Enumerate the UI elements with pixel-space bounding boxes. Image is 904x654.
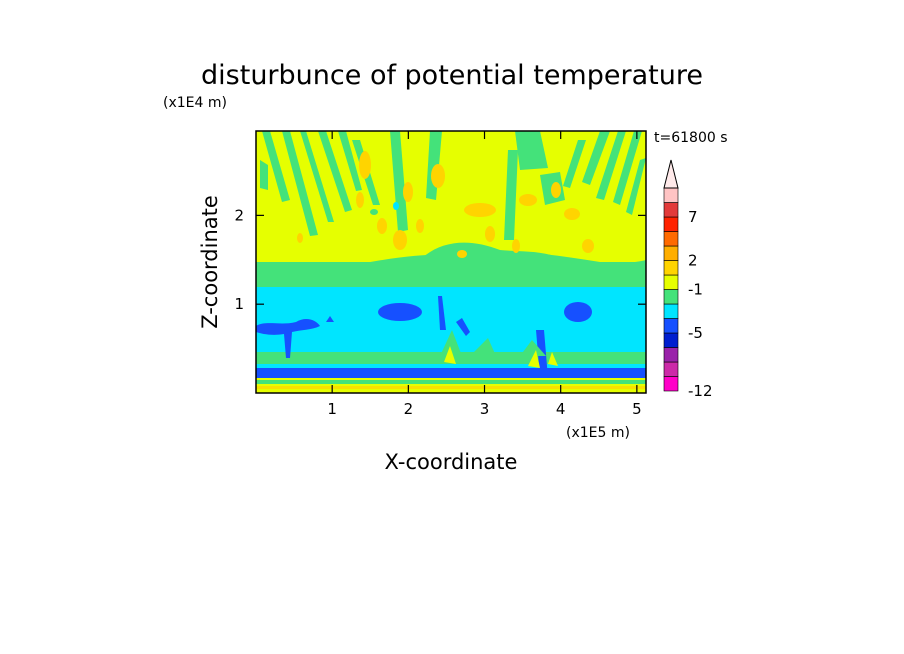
chart-title: disturbunce of potential temperature	[201, 60, 703, 91]
colorbar-extend-arrow	[663, 159, 679, 189]
x-axis-label: X-coordinate	[385, 450, 518, 474]
upper-left-streaks	[260, 131, 380, 236]
x-unit-label: (x1E5 m)	[566, 425, 630, 441]
colorbar-tick-label: -5	[688, 324, 703, 342]
x-tick-label: 1	[327, 400, 337, 418]
surface-green-strip	[256, 380, 646, 384]
colorbar-swatch	[663, 274, 679, 290]
y-tick-label: 1	[234, 295, 244, 313]
colorbar-swatch	[663, 318, 679, 334]
y-axis-label: Z-coordinate	[198, 195, 222, 329]
colorbar-swatch	[663, 231, 679, 247]
colorbar-swatch	[663, 376, 679, 392]
colorbar-swatch	[663, 260, 679, 276]
x-tick-label: 3	[480, 400, 490, 418]
surface-blue-layer	[256, 368, 646, 378]
lower-yellow-flecks	[444, 346, 558, 368]
colorbar-swatch	[663, 361, 679, 377]
surface-orange-flecks	[256, 386, 646, 389]
y-axis-ticks: 12	[234, 206, 646, 313]
lower-plumes	[440, 330, 546, 356]
colorbar-tick-label: -1	[688, 281, 703, 299]
lower-cyan-strip	[256, 364, 646, 370]
upper-right-streaks	[563, 131, 646, 215]
x-tick-label: 5	[632, 400, 642, 418]
plot-frame	[255, 130, 647, 394]
contour-field	[256, 131, 646, 393]
colorbar-swatch	[663, 289, 679, 305]
x-axis-ticks: 1 2 3 4 5	[327, 131, 642, 418]
blue-blobs	[256, 296, 592, 378]
colorbar-swatch	[663, 187, 679, 203]
colorbar-swatch	[663, 347, 679, 363]
orange-patches	[297, 151, 594, 258]
x-tick-label: 4	[556, 400, 566, 418]
colorbar-swatch	[663, 245, 679, 261]
blue-speck-upper	[393, 202, 399, 210]
x-tick-label: 2	[404, 400, 414, 418]
colorbar-tick-label: 7	[688, 208, 698, 226]
colorbar-swatch	[663, 216, 679, 232]
time-label: t=61800 s	[654, 130, 728, 146]
upper-green-plume	[420, 242, 560, 270]
y-tick-label: 2	[234, 206, 244, 224]
colorbar-tick-label: -12	[688, 382, 713, 400]
colorbar-tick-label: 2	[688, 252, 698, 270]
colorbar-swatch	[663, 303, 679, 319]
colorbar-swatch	[663, 202, 679, 218]
central-streaks	[390, 131, 565, 240]
colorbar: -12-5-127	[663, 159, 713, 400]
y-unit-label: (x1E4 m)	[163, 95, 227, 111]
green-speck-upper	[370, 209, 378, 215]
colorbar-swatch	[663, 332, 679, 348]
